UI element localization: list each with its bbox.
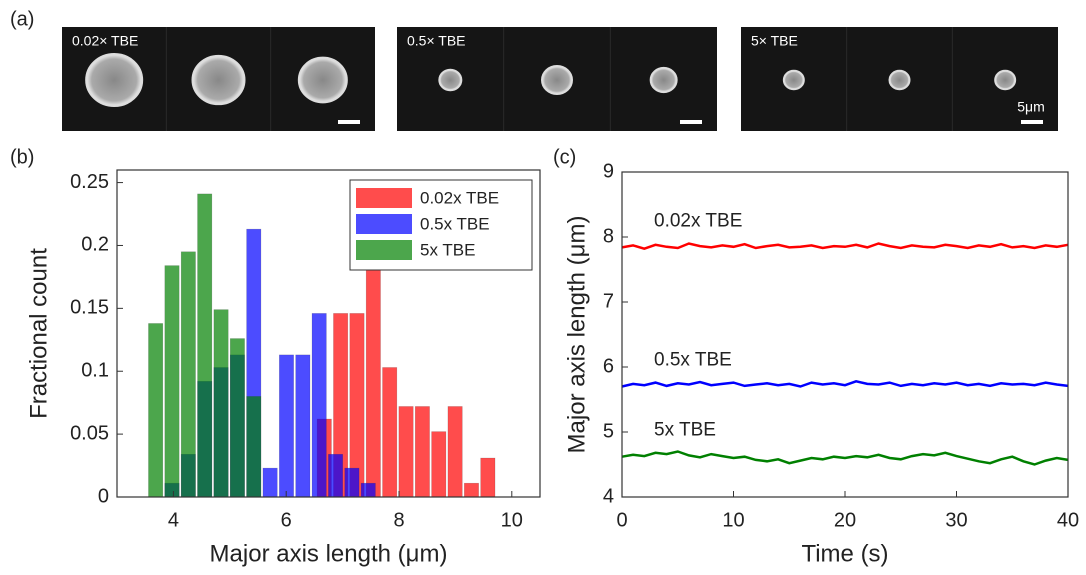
panel-label: (c): [553, 146, 576, 168]
data-line: [621, 242, 1069, 251]
vesicle: [994, 69, 1017, 91]
y-tick-label: 0: [98, 485, 109, 507]
x-tick-label: 4: [168, 509, 179, 531]
y-tick-label: 0.2: [81, 234, 109, 256]
histogram-bar: [431, 431, 447, 498]
histogram-bar: [382, 367, 398, 498]
vesicle: [438, 68, 463, 92]
x-tick-label: 30: [945, 509, 967, 531]
histogram-bar: [311, 313, 327, 498]
y-tick-label: 8: [603, 225, 614, 247]
histogram-bar: [328, 453, 343, 498]
y-tick-label: 0.1: [81, 360, 109, 382]
y-tick-label: 0.15: [70, 297, 109, 319]
y-tick-label: 7: [603, 290, 614, 312]
panel-label: (b): [10, 146, 34, 168]
histogram-bar: [262, 467, 278, 498]
vesicle: [191, 54, 246, 106]
image-label: 5× TBE: [751, 33, 798, 49]
scale-bar-label: 5μm: [1017, 99, 1045, 115]
histogram-bar: [229, 338, 245, 498]
y-tick-label: 5: [603, 420, 614, 442]
x-tick-label: 0: [616, 509, 627, 531]
histogram-bar: [398, 406, 414, 498]
legend-label: 0.02x TBE: [420, 188, 499, 207]
histogram-bar: [480, 457, 496, 498]
histogram-bar: [447, 406, 463, 498]
histogram-bar: [344, 467, 360, 498]
legend-swatch: [356, 188, 412, 208]
axes-box: [116, 169, 541, 498]
x-tick-label: 10: [722, 509, 744, 531]
line-label: 5x TBE: [654, 420, 716, 441]
histogram-bar: [246, 396, 262, 498]
image-label: 0.02× TBE: [72, 33, 138, 49]
line-label: 0.5x TBE: [654, 350, 732, 371]
legend-label: 0.5x TBE: [420, 214, 490, 233]
x-axis-title: Time (s): [801, 540, 888, 567]
histogram-bar: [197, 193, 213, 498]
data-line: [621, 450, 1069, 466]
vesicle: [297, 56, 348, 104]
vesicle: [541, 65, 573, 95]
x-tick-label: 6: [281, 509, 292, 531]
histogram-bar: [295, 354, 311, 498]
vesicle: [782, 69, 805, 91]
vesicle: [85, 52, 144, 108]
x-tick-label: 40: [1057, 509, 1079, 531]
panel-label: (a): [10, 8, 34, 30]
x-tick-label: 8: [393, 509, 404, 531]
image-label: 0.5× TBE: [407, 33, 466, 49]
vesicle: [888, 69, 911, 91]
y-tick-label: 6: [603, 355, 614, 377]
histogram-bar: [213, 309, 229, 498]
histogram-bar: [360, 482, 376, 498]
data-line: [621, 380, 1069, 388]
vesicle: [649, 66, 678, 94]
line-label: 0.02x TBE: [654, 210, 742, 231]
y-axis-title: Fractional count: [25, 248, 52, 419]
histogram-bar: [164, 265, 180, 498]
histogram-bar: [279, 354, 294, 498]
y-tick-label: 4: [603, 485, 614, 507]
legend-swatch: [356, 240, 412, 260]
y-axis-title: Major axis length (μm): [563, 216, 590, 454]
histogram-bar: [464, 482, 479, 498]
x-tick-label: 20: [834, 509, 856, 531]
histogram-bar: [148, 323, 164, 498]
x-tick-label: 10: [501, 509, 523, 531]
y-tick-label: 0.05: [70, 422, 109, 444]
legend-label: 5x TBE: [420, 240, 475, 259]
legend-swatch: [356, 214, 412, 234]
histogram-bar: [414, 406, 430, 498]
y-tick-label: 9: [603, 160, 614, 182]
histogram-bar: [180, 251, 196, 498]
y-tick-label: 0.25: [70, 171, 109, 193]
x-axis-title: Major axis length (μm): [210, 540, 448, 567]
